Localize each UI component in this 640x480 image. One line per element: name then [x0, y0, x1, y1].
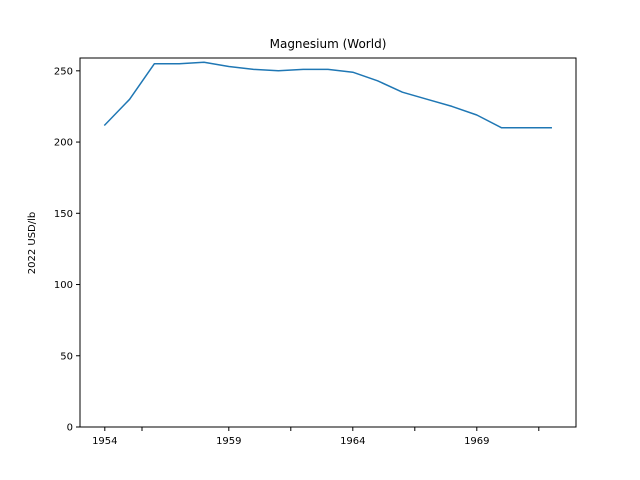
y-tick-label: 100: [54, 280, 73, 291]
x-tick-label: 1964: [340, 436, 365, 447]
series-layer: [103, 61, 552, 129]
series-line: [103, 61, 552, 129]
x-tick-label: 1959: [216, 436, 241, 447]
y-tick-label: 200: [54, 138, 73, 149]
y-tick-label: 150: [54, 209, 73, 220]
y-tick-label: 50: [60, 351, 73, 362]
chart-title: Magnesium (World): [270, 37, 387, 51]
y-axis-label: 2022 USD/lb: [27, 212, 38, 275]
y-tick-label: 250: [54, 66, 73, 77]
x-tick-label: 1954: [92, 436, 117, 447]
ticks-layer: 1954 1959 1964 1969 0 50 100 150 200 250: [54, 66, 540, 447]
x-tick-label: 1969: [464, 436, 489, 447]
y-tick-label: 0: [67, 423, 73, 434]
plot-area-frame: [79, 57, 577, 428]
